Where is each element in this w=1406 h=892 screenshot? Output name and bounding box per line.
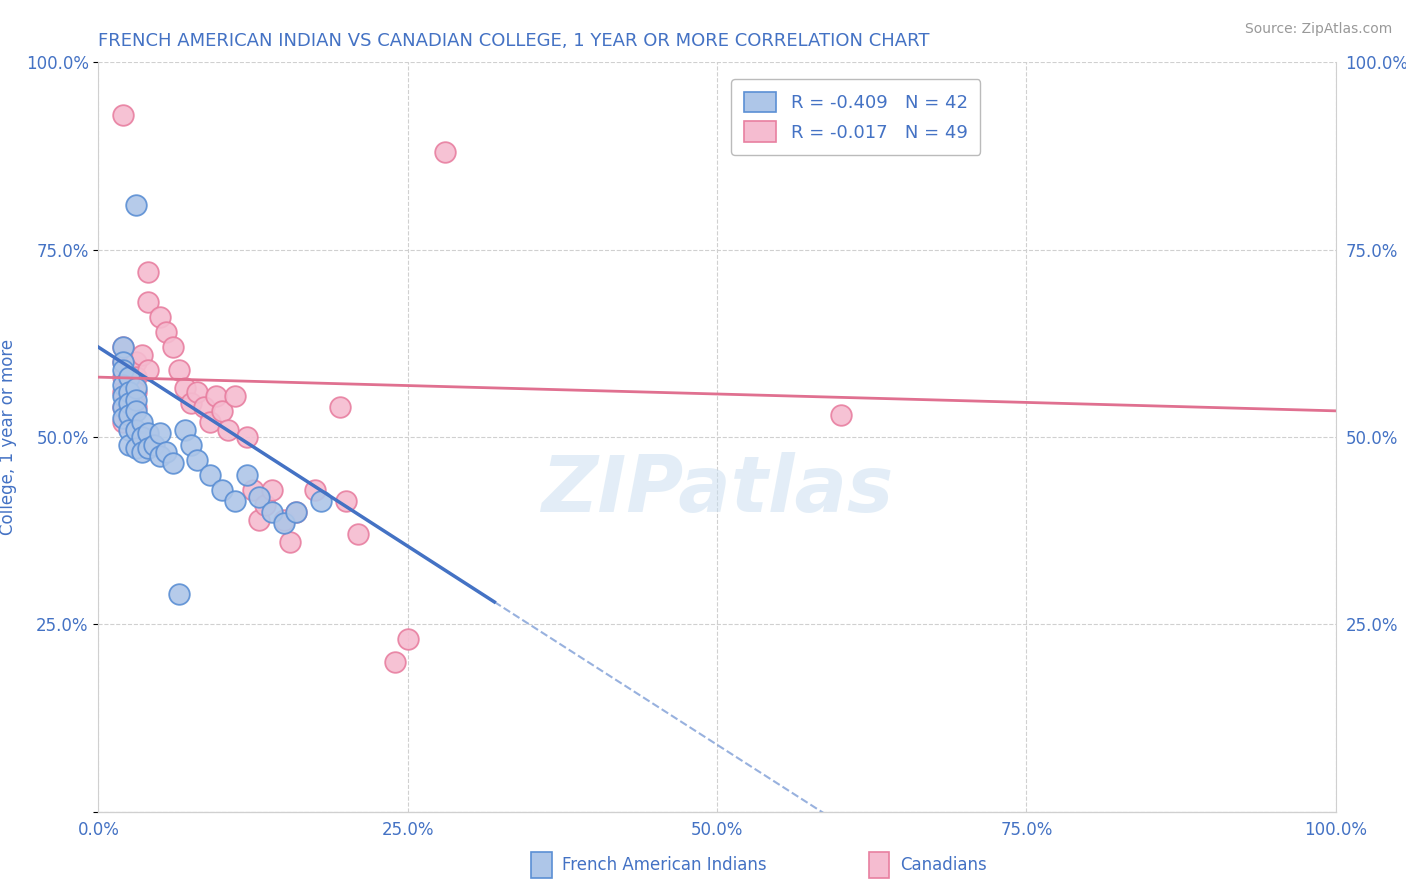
Point xyxy=(118,411,141,425)
Point xyxy=(112,377,135,392)
Point xyxy=(285,505,308,519)
Point xyxy=(224,493,246,508)
Text: FRENCH AMERICAN INDIAN VS CANADIAN COLLEGE, 1 YEAR OR MORE CORRELATION CHART: FRENCH AMERICAN INDIAN VS CANADIAN COLLE… xyxy=(98,32,929,50)
Point xyxy=(124,404,146,418)
Point xyxy=(124,442,146,456)
Point xyxy=(149,310,172,325)
Point xyxy=(273,516,295,531)
Point xyxy=(247,490,270,504)
Point xyxy=(112,108,135,122)
Point xyxy=(180,437,202,451)
Point xyxy=(112,400,135,414)
Point xyxy=(309,493,332,508)
Point xyxy=(118,374,141,388)
Point xyxy=(167,587,190,601)
Point xyxy=(112,400,135,414)
Point xyxy=(112,370,135,384)
Point xyxy=(278,535,301,549)
Point xyxy=(112,389,135,403)
Point xyxy=(124,370,146,384)
Point xyxy=(131,430,153,444)
Point xyxy=(136,426,159,441)
Point xyxy=(112,362,135,376)
Point xyxy=(124,381,146,395)
Point xyxy=(174,423,197,437)
Point xyxy=(112,385,135,400)
Point xyxy=(112,355,135,369)
Point xyxy=(335,493,357,508)
Point xyxy=(433,145,456,160)
Text: ZIPatlas: ZIPatlas xyxy=(541,451,893,527)
Point xyxy=(118,437,141,451)
Point xyxy=(830,408,852,422)
Point xyxy=(211,404,233,418)
Point xyxy=(285,505,308,519)
Point xyxy=(180,396,202,410)
Point xyxy=(118,389,141,403)
Y-axis label: College, 1 year or more: College, 1 year or more xyxy=(0,339,17,535)
Point xyxy=(205,389,228,403)
Point xyxy=(112,355,135,369)
Point xyxy=(198,467,221,482)
Point xyxy=(236,430,259,444)
Point xyxy=(136,265,159,279)
Text: Source: ZipAtlas.com: Source: ZipAtlas.com xyxy=(1244,22,1392,37)
Point xyxy=(124,423,146,437)
Point xyxy=(224,389,246,403)
Point xyxy=(118,400,141,414)
Point xyxy=(329,400,352,414)
Point xyxy=(124,385,146,400)
Point xyxy=(260,505,283,519)
Point xyxy=(396,632,419,647)
Point xyxy=(124,392,146,407)
Point xyxy=(124,355,146,369)
Point xyxy=(347,527,370,541)
Point xyxy=(118,385,141,400)
Point xyxy=(198,415,221,429)
Point xyxy=(304,483,326,497)
Point xyxy=(186,452,208,467)
Point xyxy=(211,483,233,497)
Point xyxy=(155,325,177,339)
Point xyxy=(162,456,184,470)
Point xyxy=(149,426,172,441)
Text: French American Indians: French American Indians xyxy=(562,856,768,874)
Point xyxy=(112,411,135,425)
Text: Canadians: Canadians xyxy=(900,856,987,874)
Point xyxy=(118,408,141,422)
Point xyxy=(260,483,283,497)
Point xyxy=(155,445,177,459)
Point xyxy=(131,445,153,459)
Point xyxy=(118,396,141,410)
Point xyxy=(118,423,141,437)
Point xyxy=(112,415,135,429)
Point xyxy=(217,423,239,437)
Point xyxy=(143,437,166,451)
Point xyxy=(174,381,197,395)
Point xyxy=(167,362,190,376)
Point xyxy=(247,512,270,526)
Legend: R = -0.409   N = 42, R = -0.017   N = 49: R = -0.409 N = 42, R = -0.017 N = 49 xyxy=(731,79,980,155)
Point xyxy=(136,362,159,376)
Point xyxy=(136,295,159,310)
Point xyxy=(149,449,172,463)
Point xyxy=(162,340,184,354)
Point xyxy=(193,400,215,414)
Point xyxy=(112,340,135,354)
Point xyxy=(118,359,141,373)
Point xyxy=(131,415,153,429)
Point xyxy=(236,467,259,482)
Point xyxy=(136,442,159,456)
Point xyxy=(112,340,135,354)
Point xyxy=(384,655,406,669)
Point xyxy=(273,512,295,526)
Point xyxy=(254,498,277,512)
Point xyxy=(186,385,208,400)
Point xyxy=(124,400,146,414)
Point xyxy=(124,198,146,212)
Point xyxy=(131,348,153,362)
Point xyxy=(118,370,141,384)
Point xyxy=(242,483,264,497)
